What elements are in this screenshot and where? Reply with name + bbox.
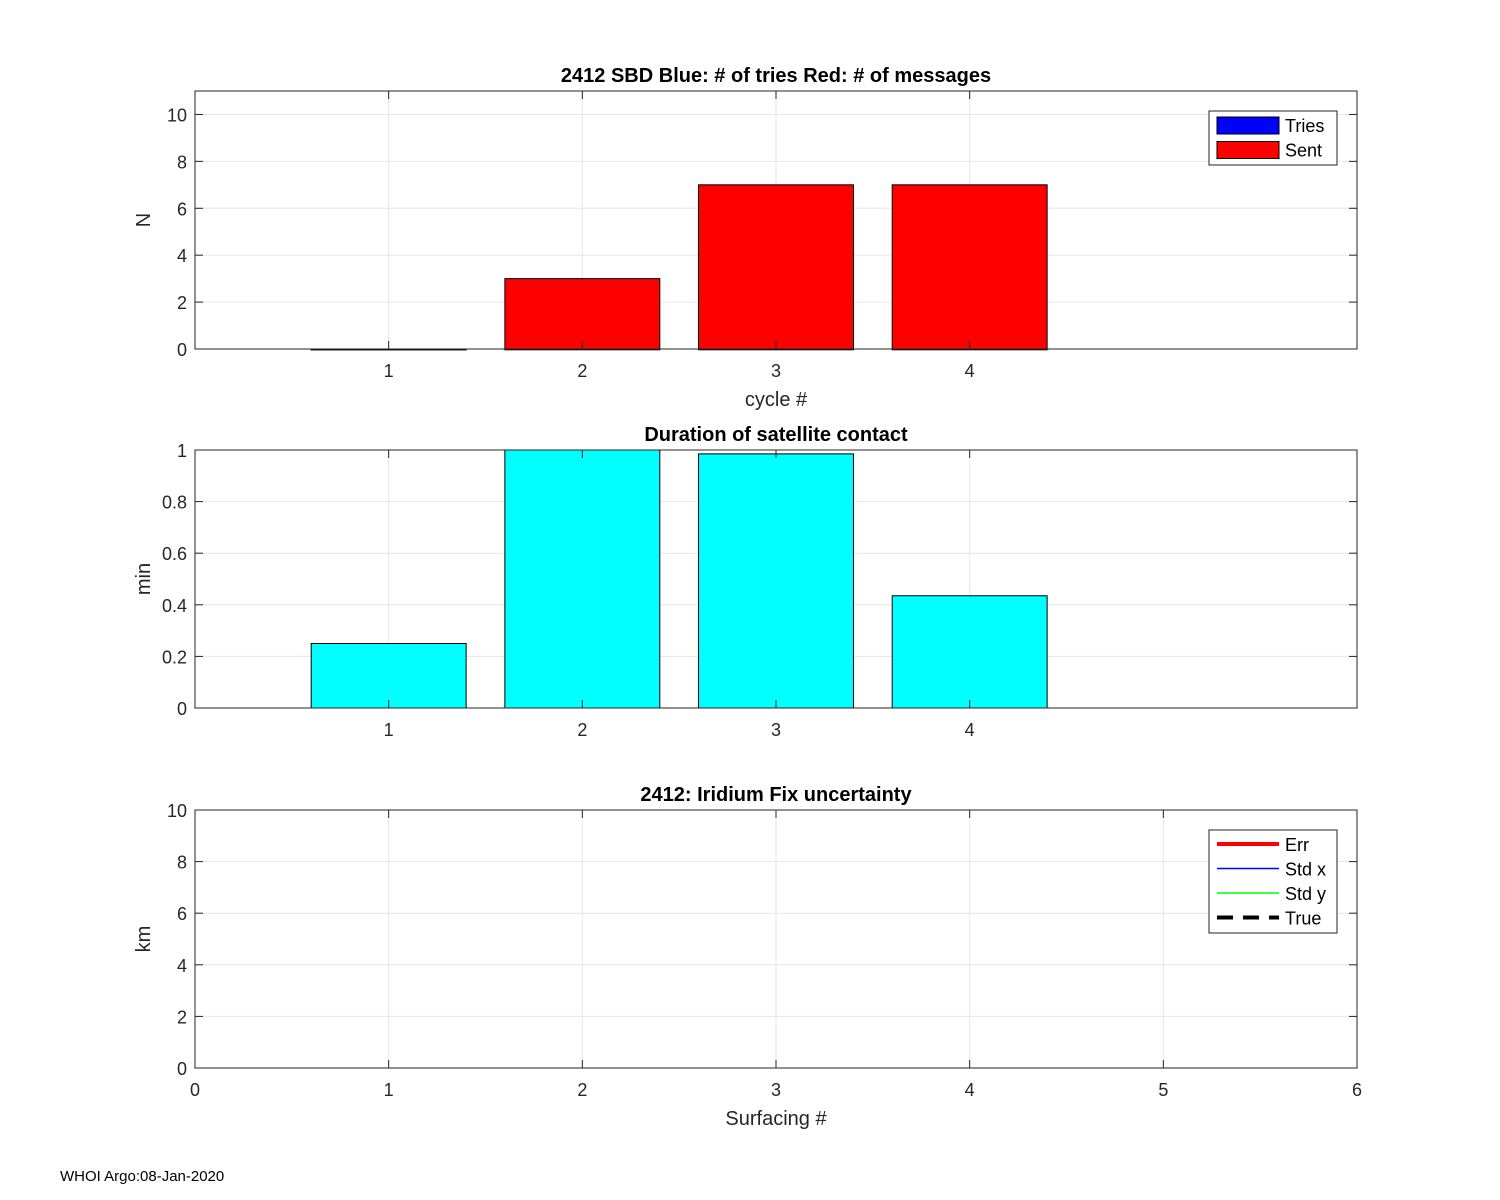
y-tick-label: 6 bbox=[177, 199, 187, 219]
y-tick-label: 10 bbox=[167, 801, 187, 821]
x-tick-label: 3 bbox=[771, 361, 781, 381]
x-tick-label: 2 bbox=[577, 720, 587, 740]
legend-label: Sent bbox=[1285, 141, 1322, 161]
legend-label: Std x bbox=[1285, 860, 1326, 880]
x-tick-label: 2 bbox=[577, 1080, 587, 1100]
y-axis-label: km bbox=[133, 926, 155, 953]
y-tick-label: 6 bbox=[177, 904, 187, 924]
legend-label: Err bbox=[1285, 835, 1309, 855]
bar-duration bbox=[310, 643, 467, 709]
y-axis-label: min bbox=[133, 563, 155, 595]
y-tick-label: 0 bbox=[177, 340, 187, 360]
x-tick-label: 2 bbox=[577, 361, 587, 381]
y-tick-label: 10 bbox=[167, 105, 187, 125]
legend-swatch-tries bbox=[1216, 116, 1280, 135]
legend-label: Tries bbox=[1285, 116, 1324, 136]
x-tick-label: 4 bbox=[965, 720, 975, 740]
bar-duration bbox=[504, 449, 661, 709]
x-tick-label: 6 bbox=[1352, 1080, 1362, 1100]
chart-title: 2412: Iridium Fix uncertainty bbox=[640, 784, 912, 806]
bar-sent bbox=[891, 184, 1048, 350]
bar-duration bbox=[698, 453, 854, 709]
y-tick-label: 0 bbox=[177, 1059, 187, 1079]
x-tick-label: 3 bbox=[771, 1080, 781, 1100]
bar-duration bbox=[891, 595, 1048, 709]
x-tick-label: 1 bbox=[384, 720, 394, 740]
y-tick-label: 4 bbox=[177, 956, 187, 976]
x-tick-label: 1 bbox=[384, 1080, 394, 1100]
y-tick-label: 8 bbox=[177, 152, 187, 172]
y-tick-label: 0.6 bbox=[162, 544, 187, 564]
y-axis-label: N bbox=[133, 213, 155, 227]
chart-title: Duration of satellite contact bbox=[644, 424, 908, 446]
chart-title: 2412 SBD Blue: # of tries Red: # of mess… bbox=[561, 65, 991, 87]
y-tick-label: 4 bbox=[177, 246, 187, 266]
x-tick-label: 5 bbox=[1158, 1080, 1168, 1100]
y-tick-label: 0.2 bbox=[162, 647, 187, 667]
x-axis-label: cycle # bbox=[745, 389, 808, 411]
bar-sent bbox=[504, 278, 661, 350]
x-tick-label: 4 bbox=[965, 1080, 975, 1100]
x-tick-label: 3 bbox=[771, 720, 781, 740]
y-tick-label: 2 bbox=[177, 1007, 187, 1027]
bar-sent bbox=[698, 184, 854, 350]
x-tick-label: 4 bbox=[965, 361, 975, 381]
legend-label: True bbox=[1285, 909, 1321, 929]
y-tick-label: 2 bbox=[177, 293, 187, 313]
footer-text: WHOI Argo:08-Jan-2020 bbox=[60, 1168, 225, 1185]
y-tick-label: 8 bbox=[177, 853, 187, 873]
x-tick-label: 1 bbox=[384, 361, 394, 381]
x-axis-label: Surfacing # bbox=[725, 1108, 827, 1130]
legend-swatch-sent bbox=[1216, 141, 1280, 159]
y-tick-label: 1 bbox=[177, 441, 187, 461]
y-tick-label: 0.4 bbox=[162, 596, 187, 616]
y-tick-label: 0.8 bbox=[162, 493, 187, 513]
legend-label: Std y bbox=[1285, 884, 1326, 904]
x-tick-label: 0 bbox=[190, 1080, 200, 1100]
y-tick-label: 0 bbox=[177, 699, 187, 719]
